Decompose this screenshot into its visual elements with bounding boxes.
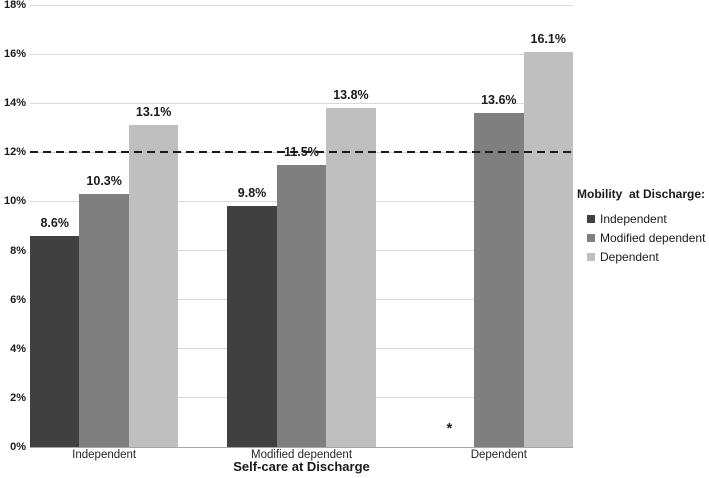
bar-value-label: 16.1% [530, 31, 566, 46]
y-tick-label-16pct: 16% [3, 48, 26, 61]
bar-value-label: 8.6% [40, 215, 69, 230]
bar-modified-dependent-dependent [474, 113, 524, 447]
legend-swatch-icon [587, 252, 595, 261]
legend-item-modified-dependent: Modified dependent [587, 228, 709, 247]
legend-item-dependent: Dependent [587, 247, 709, 266]
bar-dependent-modified-dependent [326, 108, 376, 447]
bar-dependent-independent [128, 125, 179, 447]
bar-value-label: 9.8% [237, 186, 267, 201]
x-axis-title: Self-care at Discharge [233, 459, 370, 474]
bar-value-label: 13.6% [481, 93, 517, 108]
y-tick-label-18pct: 18% [3, 0, 26, 11]
legend-item-independent: Independent [587, 209, 709, 228]
y-tick-label-14pct: 14% [3, 97, 26, 110]
legend-swatch-icon [587, 214, 595, 223]
gridline-16pct [30, 53, 573, 55]
bar-modified-dependent-independent [79, 194, 129, 447]
y-tick-label-12pct: 12% [3, 146, 26, 159]
bar-value-label: 13.8% [333, 88, 369, 103]
y-tick-label-6pct: 6% [10, 293, 26, 306]
reference-line-12pct [30, 151, 573, 154]
legend-swatch-icon [587, 233, 595, 242]
y-tick-label-8pct: 8% [10, 244, 26, 257]
legend-item-label: Dependent [600, 249, 659, 264]
bar-value-label: 13.1% [135, 105, 172, 120]
legend-item-label: Modified dependent [600, 230, 706, 245]
suppressed-value-marker: * [446, 420, 453, 437]
y-tick-label-0pct: 0% [10, 441, 26, 453]
x-axis-line [30, 446, 573, 448]
y-tick-label-10pct: 10% [3, 195, 26, 208]
gridline-14pct [30, 102, 573, 104]
bar-value-label: 10.3% [86, 174, 122, 189]
x-category-label: Dependent [470, 449, 527, 461]
bar-independent-independent [30, 235, 80, 447]
y-tick-label-4pct: 4% [10, 342, 26, 355]
x-category-label: Modified dependent [250, 449, 353, 461]
legend: Mobility at Discharge: Independent Modifi… [577, 187, 709, 266]
y-tick-label-2pct: 2% [10, 391, 26, 404]
x-category-label: Independent [72, 449, 137, 461]
gridline-18pct [30, 4, 573, 6]
legend-item-label: Independent [600, 211, 667, 226]
bar-value-label: 11.5% [284, 144, 319, 159]
legend-items: Independent Modified dependent Dependent [577, 209, 709, 266]
legend-title: Mobility at Discharge: [577, 187, 706, 201]
bar-independent-modified-dependent [227, 206, 277, 447]
bar-dependent-dependent [523, 51, 573, 447]
bar-modified-dependent-modified-dependent [276, 164, 327, 447]
